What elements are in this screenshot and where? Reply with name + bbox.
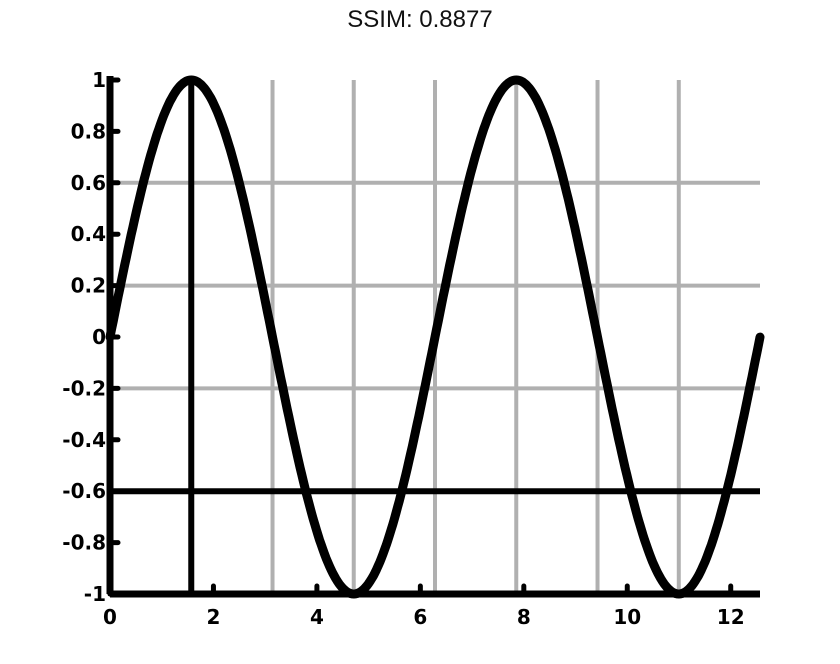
series-line (105, 75, 765, 599)
y-tick-label: -0.4 (62, 428, 106, 452)
y-tick-label: 0 (92, 325, 106, 349)
y-tick-label: -1 (84, 582, 106, 606)
y-tick-label: -0.2 (62, 376, 106, 400)
chart-title: SSIM: 0.8877 (347, 6, 493, 33)
y-tick-label: 1 (92, 68, 106, 92)
y-tick-label: 0.2 (71, 274, 106, 298)
y-tick-label: -0.8 (62, 531, 106, 555)
x-tick-label: 4 (310, 605, 324, 629)
x-tick-label: 8 (517, 605, 531, 629)
y-tick-label: 0.8 (71, 119, 106, 143)
x-tick-label: 6 (413, 605, 427, 629)
x-tick-label: 10 (613, 605, 641, 629)
series-layer (105, 75, 765, 599)
y-tick-label: -0.6 (62, 479, 106, 503)
y-tick-label: 0.4 (71, 222, 106, 246)
tick-marks (107, 77, 734, 597)
y-tick-label: 0.6 (71, 171, 106, 195)
x-tick-label: 0 (103, 605, 117, 629)
tick-labels: -1-0.8-0.6-0.4-0.200.20.40.60.810 2 4 6 8 10 1… (62, 68, 744, 629)
x-tick-label: 12 (717, 605, 745, 629)
x-tick-label: 2 (206, 605, 220, 629)
